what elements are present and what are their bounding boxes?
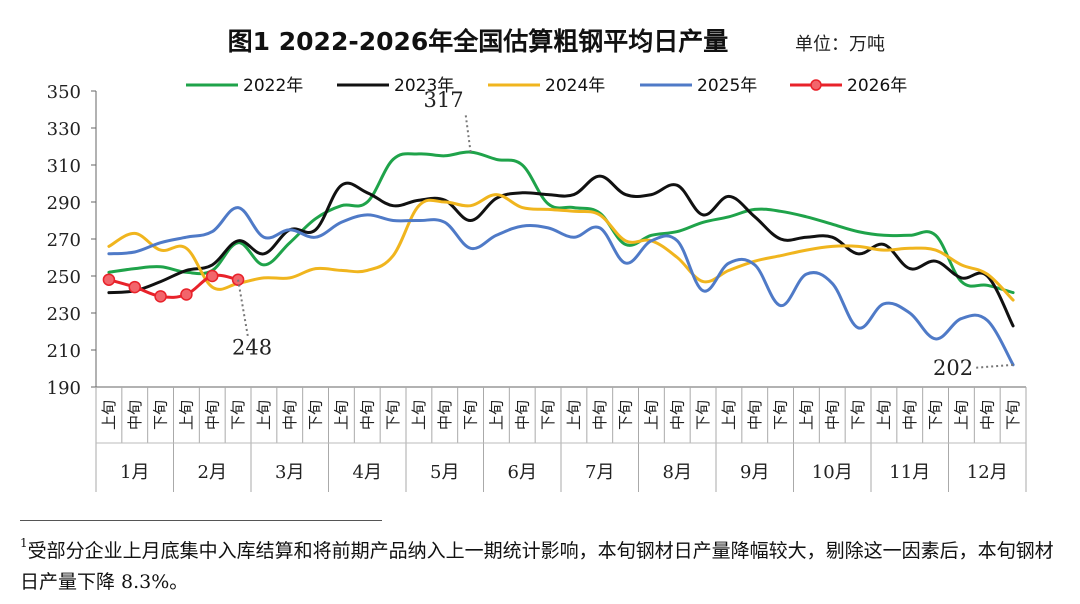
month-label: 1月 (120, 462, 149, 483)
month-label: 9月 (740, 462, 769, 483)
x-tick-label: 下旬 (694, 400, 712, 430)
month-label: 7月 (585, 462, 614, 483)
x-tick-label: 上旬 (255, 400, 273, 430)
month-label: 12月 (967, 462, 1008, 483)
x-tick-label: 下旬 (927, 400, 945, 430)
month-label: 6月 (508, 462, 537, 483)
series-line-2022 (107, 150, 1015, 295)
y-tick-label: 230 (47, 304, 81, 325)
y-tick-label: 330 (47, 119, 81, 140)
footnote-text: 受部分企业上月底集中入库结算和将前期产品纳入上一期统计影响，本旬钢材日产量降幅较… (20, 540, 1054, 593)
x-tick-label: 中旬 (126, 400, 144, 430)
x-tick-label: 中旬 (668, 400, 686, 430)
y-tick-label: 250 (47, 267, 81, 288)
footnote-divider (20, 520, 382, 521)
x-tick-label: 中旬 (901, 400, 919, 430)
data-point-2026 (102, 273, 116, 286)
x-tick-label: 上旬 (720, 400, 738, 430)
x-tick-label: 下旬 (772, 400, 790, 430)
month-label: 8月 (663, 462, 692, 483)
data-point-2026 (206, 269, 219, 283)
footnote-marker: 1 (20, 536, 28, 550)
x-tick-label: 中旬 (978, 400, 996, 430)
legend-label: 2023年 (394, 76, 454, 96)
y-tick-label: 290 (47, 193, 81, 214)
series-line-2026 (107, 273, 240, 299)
data-label: 317 (424, 88, 464, 112)
x-tick-label: 下旬 (229, 400, 247, 430)
x-tick-label: 上旬 (177, 400, 195, 430)
legend-item: 2025年 (640, 76, 757, 96)
x-tick-label: 下旬 (617, 400, 635, 430)
x-tick-label: 中旬 (823, 400, 841, 430)
x-tick-label: 中旬 (436, 400, 454, 430)
month-label: 10月 (812, 462, 853, 483)
x-tick-label: 上旬 (100, 400, 118, 430)
x-tick-label: 上旬 (642, 400, 660, 430)
x-tick-label: 下旬 (152, 400, 170, 430)
y-tick-label: 350 (47, 82, 81, 103)
data-point-2026 (128, 280, 141, 294)
unit-label: 单位：万吨 (795, 34, 885, 55)
x-tick-label: 上旬 (487, 400, 505, 430)
legend-label: 2025年 (697, 76, 757, 96)
legend-marker (810, 79, 822, 91)
series-line-2025 (107, 206, 1015, 367)
data-label: 248 (232, 336, 272, 360)
x-tick-label: 上旬 (410, 400, 428, 430)
series-line-2024 (107, 193, 1015, 302)
legend-label: 2026年 (847, 76, 907, 96)
month-label: 4月 (353, 462, 382, 483)
footnote: 1受部分企业上月底集中入库结算和将前期产品纳入上一期统计影响，本旬钢材日产量降幅… (20, 536, 1070, 598)
x-tick-label: 上旬 (952, 400, 970, 430)
data-label: 202 (933, 356, 973, 380)
x-tick-label: 上旬 (565, 400, 583, 430)
month-label: 5月 (430, 462, 459, 483)
x-tick-label: 下旬 (307, 400, 325, 430)
series-line-2023 (107, 174, 1015, 328)
legend-item: 2023年 (337, 76, 454, 96)
x-tick-label: 中旬 (358, 400, 376, 430)
legend-item: 2026年 (790, 76, 907, 96)
y-tick-label: 270 (47, 230, 81, 251)
x-tick-label: 下旬 (539, 400, 557, 430)
legend-label: 2022年 (243, 76, 303, 96)
data-point-2026 (154, 290, 167, 303)
annotation-leader (237, 279, 250, 338)
data-point-2026 (180, 288, 193, 301)
legend-item: 2024年 (488, 76, 605, 96)
y-tick-label: 190 (47, 378, 81, 399)
legend-label: 2024年 (545, 76, 605, 96)
x-tick-label: 下旬 (849, 400, 867, 430)
y-tick-label: 210 (47, 341, 81, 362)
chart-canvas: 图1 2022-2026年全国估算粗钢平均日产量 单位：万吨 2022年 2023年 2… (47, 27, 1027, 492)
x-tick-label: 中旬 (746, 400, 764, 430)
x-tick-label: 中旬 (591, 400, 609, 430)
annotation-leader (975, 363, 1014, 369)
chart-title: 图1 2022-2026年全国估算粗钢平均日产量 (228, 27, 729, 56)
x-tick-label: 中旬 (513, 400, 531, 430)
x-tick-label: 上旬 (332, 400, 350, 430)
legend-item: 2022年 (186, 76, 303, 96)
month-label: 3月 (275, 462, 304, 483)
x-tick-label: 中旬 (281, 400, 299, 430)
annotation-leader (464, 113, 472, 153)
x-tick-label: 上旬 (797, 400, 815, 430)
month-label: 11月 (889, 462, 930, 483)
x-tick-label: 下旬 (462, 400, 480, 430)
x-tick-label: 下旬 (384, 400, 402, 430)
x-tick-label: 中旬 (203, 400, 221, 430)
x-tick-label: 上旬 (875, 400, 893, 430)
x-tick-label: 下旬 (1004, 400, 1022, 430)
y-tick-label: 310 (47, 156, 81, 177)
month-label: 2月 (198, 462, 227, 483)
